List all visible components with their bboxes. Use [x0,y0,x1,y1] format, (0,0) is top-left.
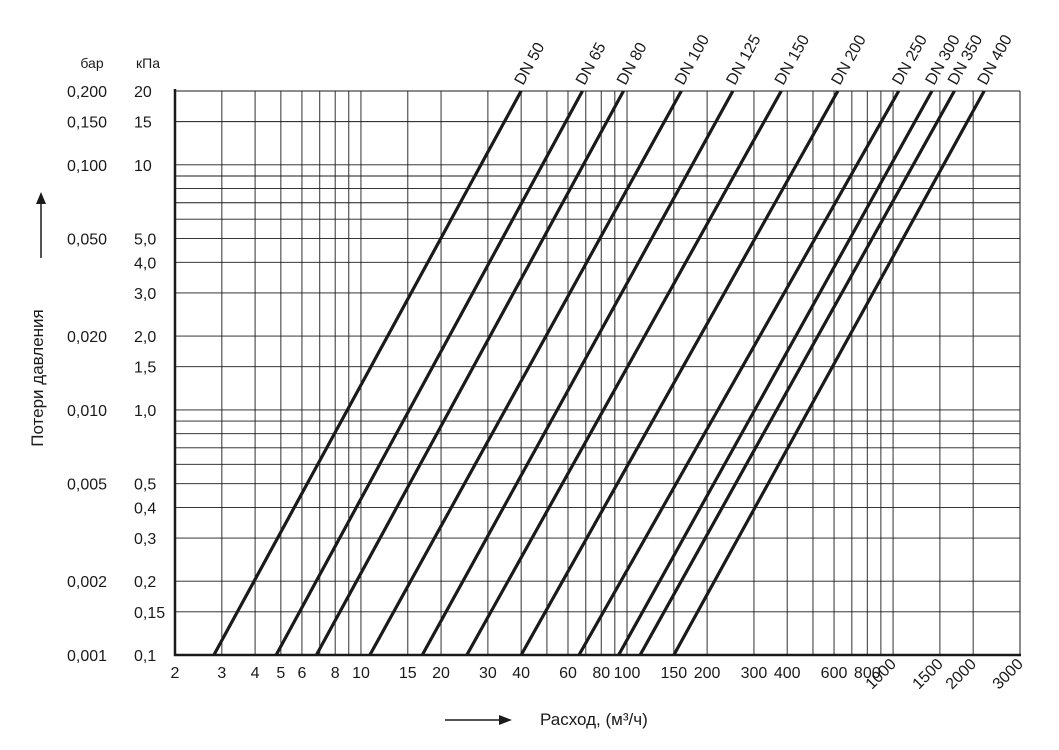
series-label: DN 125 [723,32,764,88]
x-tick-label: 300 [741,665,768,682]
y-axis-title: Потери давления [28,309,47,447]
y-tick-label-kpa: 10 [134,158,152,175]
series-line [672,90,986,656]
x-tick-label: 15 [399,665,417,682]
series-line [519,90,840,656]
y-tick-label-kpa: 5,0 [134,232,156,249]
x-tick-label: 10 [352,665,370,682]
series-label: DN 100 [672,32,713,88]
y-tick-label-bar: 0,020 [67,329,107,346]
x-tick-label: 600 [821,665,848,682]
x-axis-title: Расход, (м³/ч) [540,710,648,729]
y-tick-label-kpa: 0,4 [134,500,156,517]
x-tick-label: 150 [661,665,688,682]
y-tick-label-kpa: 4,0 [134,255,156,272]
series-label: DN 200 [828,32,869,88]
y-tick-label-kpa: 0,15 [134,605,165,622]
x-tick-label: 20 [432,665,450,682]
y-tick-label-kpa: 15 [134,115,152,132]
chart-grid [175,91,1020,655]
series-line [212,90,523,656]
y-tick-label-kpa: 20 [134,84,152,101]
series-line [420,90,735,656]
x-tick-label: 2 [171,665,180,682]
x-tick-label: 1000 [863,656,900,693]
y-tick-label-kpa: 1,5 [134,360,156,377]
series-line [274,90,584,656]
series-line [465,90,783,656]
series-line [638,90,956,656]
x-tick-label: 8 [331,665,340,682]
plot-frame [173,89,1021,657]
y-tick-label-bar: 0,005 [67,477,107,494]
x-tick-label: 3000 [990,656,1027,693]
series-label: DN 50 [512,40,549,88]
x-tick-label: 800 [854,665,881,682]
y-tick-label-bar: 0,010 [67,403,107,420]
x-tick-label: 400 [774,665,801,682]
x-tick-label: 3 [217,665,226,682]
series-line [577,90,901,656]
x-tick-label: 60 [559,665,577,682]
x-tick-label: 2000 [943,656,980,693]
y-tick-label-bar: 0,200 [67,84,107,101]
y-tick-label-bar: 0,150 [67,115,107,132]
y-tick-label-bar: 0,002 [67,574,107,591]
y-tick-label-kpa: 0,2 [134,574,156,591]
y-tick-label-kpa: 0,5 [134,477,156,494]
x-tick-label: 4 [251,665,260,682]
series-label: DN 150 [772,32,813,88]
y-tick-label-kpa: 3,0 [134,286,156,303]
x-tick-label: 1500 [910,656,947,693]
y-tick-label-kpa: 2,0 [134,329,156,346]
series-line [314,90,625,656]
x-tick-label: 80 [592,665,610,682]
x-axis-arrow [445,715,512,725]
x-tick-label: 30 [479,665,497,682]
y-tick-label-bar: 0,050 [67,232,107,249]
y-tick-label-kpa: 0,1 [134,648,156,665]
series-line [617,90,934,656]
y-tick-label-kpa: 0,3 [134,531,156,548]
series-lines [212,90,986,656]
x-tick-label: 40 [512,665,530,682]
series-line [368,90,683,656]
x-tick-label: 5 [276,665,285,682]
series-label: DN 80 [614,40,651,88]
y-tick-label-bar: 0,100 [67,158,107,175]
y-unit-bar-label: бар [80,55,103,71]
y-axis-arrow [36,192,46,258]
y-tick-label-bar: 0,001 [67,648,107,665]
x-tick-label: 200 [694,665,721,682]
y-unit-kpa-label: кПа [136,55,160,71]
series-label: DN 65 [573,40,610,88]
y-tick-label-kpa: 1,0 [134,403,156,420]
x-tick-label: 6 [297,665,306,682]
x-tick-label: 100 [614,665,641,682]
